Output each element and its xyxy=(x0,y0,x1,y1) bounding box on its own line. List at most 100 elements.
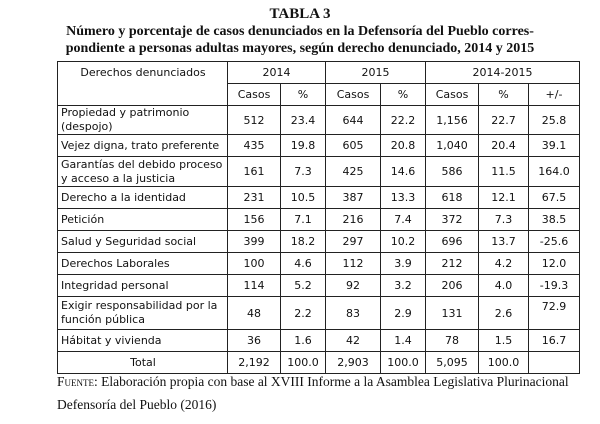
value-cell: 38.5 xyxy=(528,208,580,231)
value-cell: 512 xyxy=(227,105,281,135)
value-cell: 12.0 xyxy=(528,252,580,275)
value-cell: 4.0 xyxy=(478,274,529,297)
table-subtitle-line: pondiente a personas adultas mayores, se… xyxy=(65,41,535,56)
value-cell: 5.2 xyxy=(280,274,326,297)
table-row: Integridad personal 114 5.2 92 3.2 206 4.0 -19.… xyxy=(57,274,580,297)
source-note: Fuente: Elaboración propia con base al X… xyxy=(57,374,569,390)
value-cell: 22.7 xyxy=(478,105,529,135)
value-cell: -25.6 xyxy=(528,230,580,253)
value-cell: 7.4 xyxy=(380,208,426,231)
value-cell: 92 xyxy=(325,274,381,297)
value-cell: 19.8 xyxy=(280,134,326,157)
value-cell: 20.8 xyxy=(380,134,426,157)
value-cell: 16.7 xyxy=(528,329,580,352)
table-row: Garantías del debido proceso y acceso a … xyxy=(57,156,580,187)
value-cell: 22.2 xyxy=(380,105,426,135)
row-label: Derecho a la identidad xyxy=(57,186,228,209)
column-header-rights: Derechos denunciados xyxy=(57,61,228,106)
value-cell: 2,192 xyxy=(227,351,281,374)
header-row: Derechos denunciados 2014 2015 2014-2015 xyxy=(57,61,580,106)
value-cell: 206 xyxy=(425,274,479,297)
value-cell: 11.5 xyxy=(478,156,529,187)
table-title: TABLA 3 xyxy=(269,6,331,22)
value-cell: 5,095 xyxy=(425,351,479,374)
value-cell: 586 xyxy=(425,156,479,187)
row-label: Propiedad y patrimonio (despojo) xyxy=(57,105,228,135)
subheader-cell: Casos xyxy=(227,83,281,106)
value-cell: 114 xyxy=(227,274,281,297)
value-cell: 1.4 xyxy=(380,329,426,352)
value-cell: 13.3 xyxy=(380,186,426,209)
subheader-row: Casos% Casos% Casos% +/- xyxy=(58,83,580,106)
value-cell: 3.2 xyxy=(380,274,426,297)
subheader-cell: % xyxy=(478,83,529,106)
value-cell: 36 xyxy=(227,329,281,352)
value-cell: 156 xyxy=(227,208,281,231)
value-cell: 605 xyxy=(325,134,381,157)
subheader-cell: Casos xyxy=(325,83,381,106)
value-cell: 14.6 xyxy=(380,156,426,187)
value-cell: 10.5 xyxy=(280,186,326,209)
row-label: Garantías del debido proceso y acceso a … xyxy=(57,156,228,187)
value-cell: 297 xyxy=(325,230,381,253)
value-cell: 100.0 xyxy=(380,351,426,374)
value-cell: 399 xyxy=(227,230,281,253)
table-row: Derecho a la identidad 231 10.5 387 13.3 618 1… xyxy=(57,186,580,209)
table-row: Petición 156 7.1 216 7.4 372 7.3 38.5 xyxy=(57,208,580,231)
table-row: Exigir responsabilidad por la función pú… xyxy=(57,296,580,330)
value-cell: -19.3 xyxy=(528,274,580,297)
value-cell: 425 xyxy=(325,156,381,187)
subheader-cell: +/- xyxy=(528,83,580,106)
value-cell: 1.5 xyxy=(478,329,529,352)
data-table: Derechos denunciados 2014 2015 2014-2015… xyxy=(57,61,580,374)
row-label: Integridad personal xyxy=(57,274,228,297)
value-cell: 20.4 xyxy=(478,134,529,157)
subheader-cell: Casos xyxy=(425,83,479,106)
row-label: Petición xyxy=(57,208,228,231)
value-cell: 10.2 xyxy=(380,230,426,253)
source-label: Fuente xyxy=(57,374,94,389)
value-cell: 696 xyxy=(425,230,479,253)
value-cell: 100 xyxy=(227,252,281,275)
value-cell: 48 xyxy=(227,296,281,330)
value-cell: 13.7 xyxy=(478,230,529,253)
column-group-2014: 2014 xyxy=(227,61,326,84)
value-cell: 7.3 xyxy=(280,156,326,187)
total-row: Total 2,192 100.0 2,903 100.0 5,095 100.0 xyxy=(57,351,580,374)
row-label: Derechos Laborales xyxy=(57,252,228,275)
table-row: Derechos Laborales 100 4.6 112 3.9 212 4.2 12.0 xyxy=(57,252,580,275)
table-row: Propiedad y patrimonio (despojo) 512 23.4 6… xyxy=(57,105,580,135)
subheader-cell: % xyxy=(380,83,426,106)
value-cell: 7.1 xyxy=(280,208,326,231)
row-label: Exigir responsabilidad por la función pú… xyxy=(57,296,228,330)
row-label: Salud y Seguridad social xyxy=(57,230,228,253)
subheader-cell: % xyxy=(280,83,326,106)
value-cell: 164.0 xyxy=(528,156,580,187)
value-cell: 72.9 xyxy=(528,296,580,330)
value-cell: 372 xyxy=(425,208,479,231)
value-cell: 618 xyxy=(425,186,479,209)
value-cell: 212 xyxy=(425,252,479,275)
value-cell: 67.5 xyxy=(528,186,580,209)
value-cell: 112 xyxy=(325,252,381,275)
value-cell: 644 xyxy=(325,105,381,135)
column-group-2015: 2015 xyxy=(325,61,426,84)
value-cell: 387 xyxy=(325,186,381,209)
column-group-2014-2015: 2014-2015 xyxy=(425,61,580,84)
value-cell: 216 xyxy=(325,208,381,231)
row-label: Hábitat y vivienda xyxy=(57,329,228,352)
value-cell xyxy=(528,351,580,374)
source-note-line2: Defensoría del Pueblo (2016) xyxy=(57,397,217,412)
total-label: Total xyxy=(57,351,228,374)
table-row: Vejez digna, trato preferente 435 19.8 605 2… xyxy=(57,134,580,157)
value-cell: 25.8 xyxy=(528,105,580,135)
row-label: Vejez digna, trato preferente xyxy=(57,134,228,157)
value-cell: 435 xyxy=(227,134,281,157)
value-cell: 18.2 xyxy=(280,230,326,253)
table-row: Salud y Seguridad social 399 18.2 297 10.2 69… xyxy=(57,230,580,253)
value-cell: 2.6 xyxy=(478,296,529,330)
value-cell: 2.9 xyxy=(380,296,426,330)
value-cell: 78 xyxy=(425,329,479,352)
value-cell: 1,040 xyxy=(425,134,479,157)
value-cell: 1.6 xyxy=(280,329,326,352)
